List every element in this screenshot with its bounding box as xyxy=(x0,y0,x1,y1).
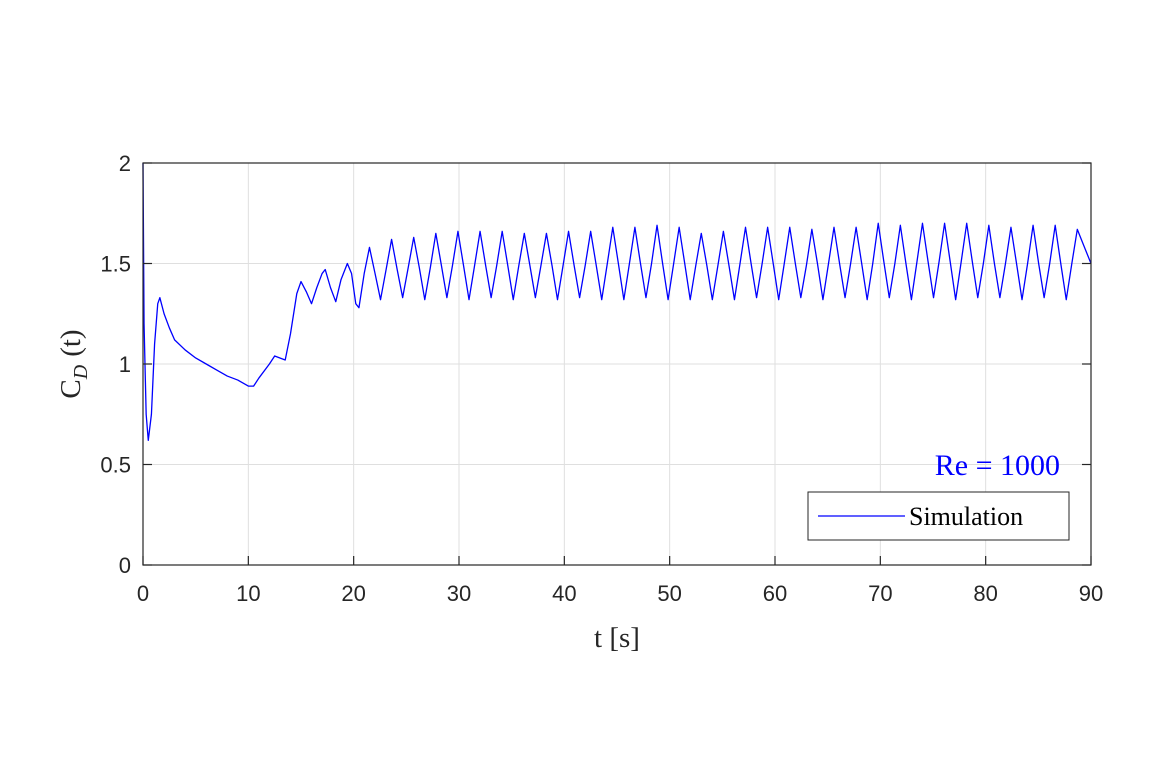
data-line xyxy=(142,162,1092,442)
legend: Simulation xyxy=(807,491,1070,541)
legend-label: Simulation xyxy=(909,502,1023,531)
y-axis-label-base: C xyxy=(55,379,87,398)
y-tick-label: 2 xyxy=(119,151,131,176)
y-axis-label-subscript: D xyxy=(70,364,92,380)
x-tick-label: 70 xyxy=(868,581,892,606)
y-axis-label: CD (t) xyxy=(55,329,92,398)
x-tick-label: 20 xyxy=(341,581,365,606)
x-axis-label: t [s] xyxy=(594,622,640,654)
x-tick-label: 60 xyxy=(763,581,787,606)
y-tick-label: 1 xyxy=(119,352,131,377)
y-tick-label: 0.5 xyxy=(100,453,131,478)
x-tick-label: 0 xyxy=(137,581,149,606)
x-tick-label: 40 xyxy=(552,581,576,606)
ticks: 0 10 20 30 40 50 60 70 80 90 0 0.5 1 1.5 2 xyxy=(100,151,1103,606)
y-tick-label: 0 xyxy=(119,553,131,578)
x-tick-label: 80 xyxy=(973,581,997,606)
x-tick-label: 90 xyxy=(1079,581,1103,606)
y-axis-label-suffix: (t) xyxy=(55,329,87,356)
plot-lines xyxy=(142,162,1092,442)
y-tick-label: 1.5 xyxy=(100,252,131,277)
x-tick-label: 10 xyxy=(236,581,260,606)
x-tick-label: 50 xyxy=(657,581,681,606)
annotation: Re = 1000 xyxy=(935,449,1060,482)
x-tick-label: 30 xyxy=(447,581,471,606)
